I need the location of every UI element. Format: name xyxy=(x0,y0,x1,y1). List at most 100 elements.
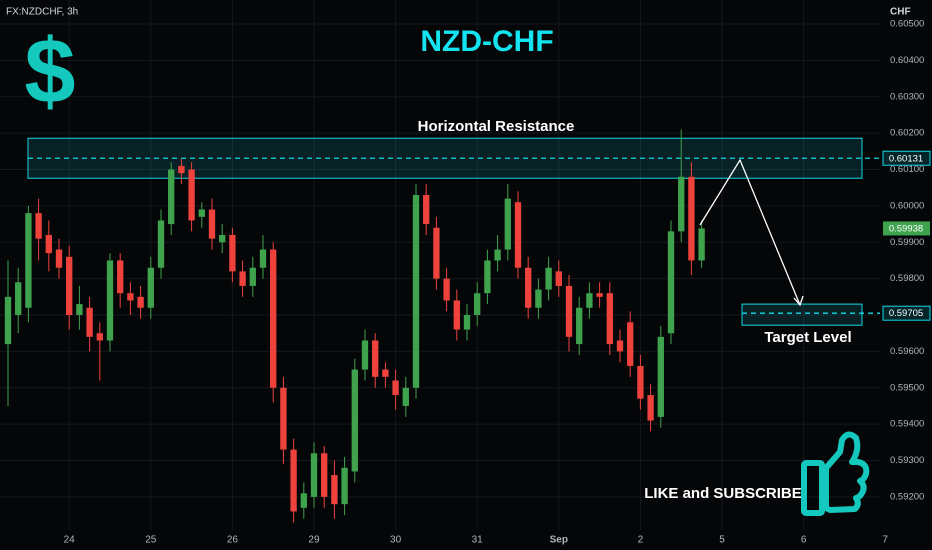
target-label: Target Level xyxy=(764,329,851,346)
candle-body xyxy=(647,395,654,421)
candle-body xyxy=(474,293,481,316)
candle-body xyxy=(300,493,307,508)
last-price-box xyxy=(883,221,930,236)
candle-body xyxy=(321,453,328,497)
x-tick-label: 5 xyxy=(719,535,725,546)
resistance-label: Horizontal Resistance xyxy=(418,118,575,135)
arrow-head xyxy=(793,295,804,307)
candle-body xyxy=(361,340,369,370)
candle-body xyxy=(423,194,430,225)
candle-body xyxy=(433,227,440,279)
symbol: FX:NZDCHF, 3h xyxy=(6,7,78,18)
target-price-label: 0.59705 xyxy=(889,308,923,319)
target-zone xyxy=(741,303,863,326)
candle-body xyxy=(637,365,644,399)
y-tick-label: 0.59900 xyxy=(890,237,924,248)
candle-body xyxy=(35,213,42,239)
y-axis-label: CHF xyxy=(890,7,911,18)
candle-body xyxy=(86,307,93,337)
candle-body xyxy=(178,165,185,174)
candle-body xyxy=(249,267,256,286)
candle-body xyxy=(484,260,491,294)
thumbs-up-icon xyxy=(801,431,870,516)
candle-body xyxy=(606,293,613,345)
y-tick-label: 0.59600 xyxy=(890,346,924,357)
x-tick-label: 2 xyxy=(638,535,644,546)
y-tick-label: 0.59800 xyxy=(890,273,924,284)
resistance-price-box xyxy=(882,150,931,166)
candle-body xyxy=(351,369,358,472)
candle-body xyxy=(392,380,399,396)
target-price-box xyxy=(882,305,931,321)
chart-title: NZD-CHF xyxy=(420,25,553,58)
candle-body xyxy=(280,387,287,450)
y-tick-label: 0.60300 xyxy=(890,91,924,102)
candle-body xyxy=(45,234,52,254)
y-tick-label: 0.60000 xyxy=(890,200,924,211)
x-tick-label: 7 xyxy=(882,535,888,546)
price-axis xyxy=(880,0,932,550)
x-tick-label: 26 xyxy=(227,535,239,546)
candle-body xyxy=(555,271,562,286)
x-tick-label: 25 xyxy=(145,535,157,546)
candle-body xyxy=(514,202,522,268)
y-tick-label: 0.60100 xyxy=(890,164,924,175)
candle-body xyxy=(137,296,144,308)
candle-body xyxy=(678,176,685,232)
candle-body xyxy=(25,213,32,308)
candle-body xyxy=(576,307,583,345)
candle-body xyxy=(219,234,226,243)
x-tick-label: 31 xyxy=(472,535,484,546)
candle-body xyxy=(525,267,532,308)
candle-body xyxy=(157,220,165,268)
candle-body xyxy=(545,267,552,290)
candle-body xyxy=(229,234,236,272)
y-tick-label: 0.59500 xyxy=(890,382,924,393)
candle-body xyxy=(586,293,593,308)
candle-body xyxy=(106,260,114,341)
candle-body xyxy=(504,198,511,250)
candle-body xyxy=(453,300,460,330)
candle-body xyxy=(168,169,175,225)
x-tick-label: 6 xyxy=(801,535,807,546)
y-tick-label: 0.59400 xyxy=(890,419,924,430)
candle-body xyxy=(198,209,205,217)
candle-body xyxy=(627,322,634,366)
candle-body xyxy=(96,333,103,341)
candle-body xyxy=(76,304,83,316)
candle-body xyxy=(596,293,603,297)
candle-body xyxy=(494,249,501,261)
logo: $ xyxy=(24,20,75,122)
y-tick-label: 0.59200 xyxy=(890,491,924,502)
y-tick-label: 0.60500 xyxy=(890,19,924,30)
candle-body xyxy=(667,231,675,334)
zones xyxy=(27,137,880,326)
candle-body xyxy=(535,289,542,308)
call-to-action: LIKE and SUBSCRIBE xyxy=(644,485,802,502)
candle-body xyxy=(331,475,338,505)
candle-body xyxy=(310,453,318,497)
candle-body xyxy=(239,271,246,286)
candle-body xyxy=(117,260,124,294)
candle-body xyxy=(382,369,389,377)
axes: 0.60500 0.60400 0.60300 0.60200 0.60100 0.600… xyxy=(64,19,931,546)
candle-body xyxy=(290,449,297,512)
candle-body xyxy=(270,249,277,388)
candle-body xyxy=(402,387,409,406)
candle-body xyxy=(412,194,420,388)
candle-body xyxy=(443,278,450,301)
candle-body xyxy=(565,285,573,337)
candle-body xyxy=(15,282,22,316)
candle-body xyxy=(341,467,348,505)
candles xyxy=(4,129,705,523)
candle-body xyxy=(127,293,134,301)
y-tick-label: 0.59300 xyxy=(890,455,924,466)
x-tick-label: 24 xyxy=(64,535,76,546)
candle-body xyxy=(698,228,705,261)
candle-body xyxy=(55,249,63,268)
candle-body xyxy=(616,340,624,352)
candle-body xyxy=(688,176,695,261)
candle-body xyxy=(66,256,73,316)
